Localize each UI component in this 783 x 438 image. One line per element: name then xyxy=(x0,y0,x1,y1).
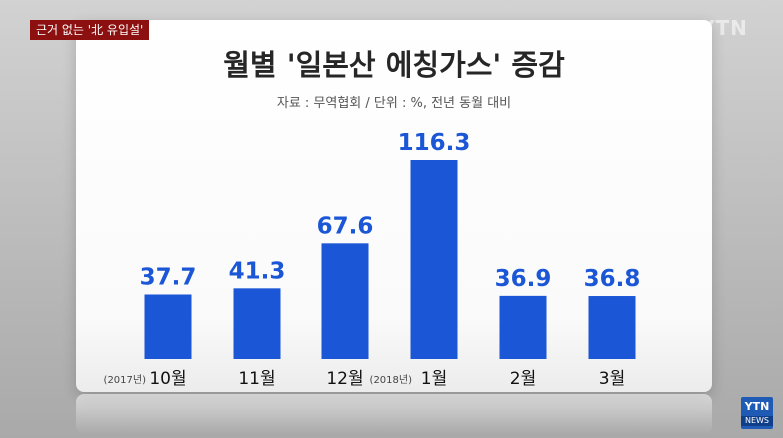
category-label-4: 1월 xyxy=(421,369,447,389)
logo-top-text: YTN xyxy=(744,400,770,413)
bar-3 xyxy=(321,243,369,359)
brand-watermark: YTN xyxy=(700,16,748,40)
bar-1 xyxy=(144,294,192,359)
chart-subtitle: 자료 : 무역협회 / 단위 : %, 전년 동월 대비 xyxy=(276,96,512,111)
ytn-news-logo: YTN NEWS xyxy=(741,397,773,429)
category-label-5: 2월 xyxy=(510,369,536,389)
bar-5 xyxy=(499,295,547,359)
bar-value-label-3: 67.6 xyxy=(317,213,374,239)
category-note-1: (2017년) xyxy=(104,374,147,386)
logo-bottom-text: NEWS xyxy=(741,416,773,426)
bar-value-label-2: 41.3 xyxy=(229,258,286,284)
bar-6 xyxy=(588,296,636,359)
category-label-2: 11월 xyxy=(238,369,275,389)
bar-value-label-4: 116.3 xyxy=(398,130,471,156)
news-tag: 근거 없는 '北 유입설' xyxy=(30,20,150,40)
category-label-6: 3월 xyxy=(599,369,625,389)
bar-2 xyxy=(233,288,281,359)
category-label-3: 12월 xyxy=(326,369,363,389)
bar-value-label-6: 36.8 xyxy=(584,266,641,292)
category-label-1: 10월 xyxy=(149,369,186,389)
bar-value-label-1: 37.7 xyxy=(140,264,197,290)
bar-value-label-5: 36.9 xyxy=(495,266,552,292)
chart-title: 월별 '일본산 에칭가스' 증감 xyxy=(223,48,565,82)
card-reflection xyxy=(76,394,712,434)
category-note-4: (2018년) xyxy=(370,374,413,386)
bar-4 xyxy=(410,160,458,359)
